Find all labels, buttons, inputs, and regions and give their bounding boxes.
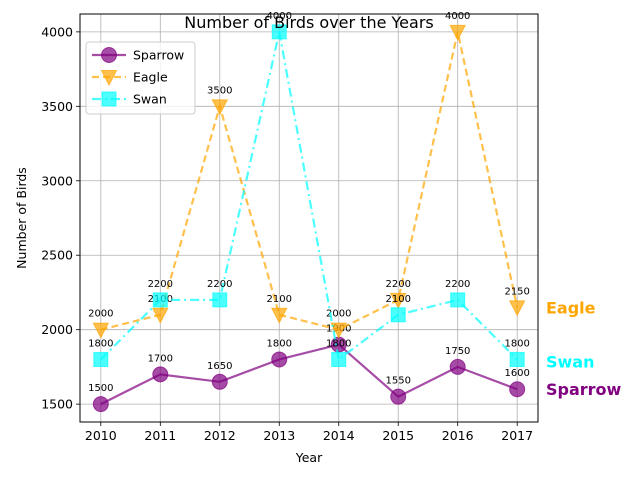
data-label: 1700 xyxy=(148,353,173,364)
data-label: 2100 xyxy=(267,294,292,305)
y-tick-label: 3000 xyxy=(41,173,73,188)
legend-marker xyxy=(101,47,117,63)
end-label-sparrow: Sparrow xyxy=(546,380,622,399)
data-label: 1800 xyxy=(88,338,113,349)
data-label: 1800 xyxy=(267,338,292,349)
x-axis-label: Year xyxy=(295,450,323,465)
data-label: 2200 xyxy=(385,279,410,290)
data-point xyxy=(270,307,288,324)
data-label: 2000 xyxy=(326,309,351,320)
data-point xyxy=(390,307,406,323)
axis-ticks: 2010 2011 2012 2013 2014 2015 2016 2017 1500 2000… xyxy=(41,24,533,443)
data-label: 4000 xyxy=(445,11,470,22)
y-tick-label: 1500 xyxy=(41,397,73,412)
x-tick-label: 2010 xyxy=(85,428,117,443)
plot-area xyxy=(79,13,539,423)
data-point xyxy=(212,292,228,308)
x-tick-label: 2016 xyxy=(442,428,474,443)
data-point xyxy=(152,366,169,383)
legend-marker xyxy=(101,91,117,107)
data-point xyxy=(330,322,348,339)
series-line xyxy=(100,31,519,331)
x-tick-label: 2011 xyxy=(144,428,176,443)
data-point xyxy=(509,351,525,367)
data-label: 2200 xyxy=(445,279,470,290)
y-tick-label: 3500 xyxy=(41,99,73,114)
x-tick-label: 2015 xyxy=(382,428,414,443)
series-sparrow: 15001700165018001900155017501600 xyxy=(88,324,530,413)
data-label: 1650 xyxy=(207,361,232,372)
series-line xyxy=(100,31,518,362)
y-axis-label: Number of Birds xyxy=(14,167,29,269)
data-point xyxy=(151,307,169,324)
end-label-swan: Swan xyxy=(546,352,595,371)
legend: Sparrow Eagle Swan xyxy=(85,41,196,115)
y-tick-label: 2500 xyxy=(41,248,73,263)
data-label: 4000 xyxy=(267,11,292,22)
data-label: 2150 xyxy=(504,286,529,297)
x-tick-label: 2017 xyxy=(501,428,533,443)
data-point xyxy=(450,292,466,308)
y-tick-label: 4000 xyxy=(41,24,73,39)
data-point xyxy=(92,322,110,339)
series-group: 1500170016501800190015501750160020002100… xyxy=(88,11,530,413)
legend-entry-eagle: Eagle xyxy=(92,70,168,87)
y-tick-label: 2000 xyxy=(41,322,73,337)
series-swan: 1800 2200 2200 4000 1800 2100 2200 1800 xyxy=(88,11,530,367)
data-point xyxy=(389,292,407,309)
data-point xyxy=(331,351,347,367)
data-label: 1800 xyxy=(504,338,529,349)
legend-label: Sparrow xyxy=(133,48,184,63)
data-point xyxy=(92,396,109,413)
series-eagle: 2000 2100 3500 2100 2000 2200 4000 2150 xyxy=(88,11,530,339)
data-point xyxy=(271,24,287,40)
data-point xyxy=(449,358,466,375)
x-tick-label: 2012 xyxy=(204,428,236,443)
data-point xyxy=(509,381,526,398)
legend-entry-swan: Swan xyxy=(92,91,167,107)
data-label: 1600 xyxy=(504,368,529,379)
data-label: 2100 xyxy=(385,294,410,305)
data-label: 2200 xyxy=(148,279,173,290)
legend-label: Swan xyxy=(133,92,167,107)
data-point xyxy=(390,388,407,405)
legend-label: Eagle xyxy=(133,70,168,85)
data-label: 1800 xyxy=(326,338,351,349)
data-point xyxy=(152,292,168,308)
data-point xyxy=(211,99,229,116)
chart-title: Number of Birds over the Years xyxy=(184,13,433,32)
data-label: 1750 xyxy=(445,346,470,357)
data-point xyxy=(449,24,467,41)
data-point xyxy=(508,300,526,317)
end-labels: Eagle Swan Sparrow xyxy=(546,298,622,399)
data-point xyxy=(211,373,228,390)
data-label: 1500 xyxy=(88,383,113,394)
end-label-eagle: Eagle xyxy=(546,298,596,317)
data-point xyxy=(93,351,109,367)
data-label: 3500 xyxy=(207,85,232,96)
data-point xyxy=(271,351,288,368)
legend-entry-sparrow: Sparrow xyxy=(92,47,184,63)
series-line xyxy=(100,343,518,406)
legend-marker xyxy=(100,70,118,87)
data-label: 2000 xyxy=(88,309,113,320)
grid xyxy=(80,14,538,422)
data-label: 2200 xyxy=(207,279,232,290)
x-tick-label: 2014 xyxy=(323,428,355,443)
data-label: 1550 xyxy=(385,376,410,387)
x-tick-label: 2013 xyxy=(263,428,295,443)
